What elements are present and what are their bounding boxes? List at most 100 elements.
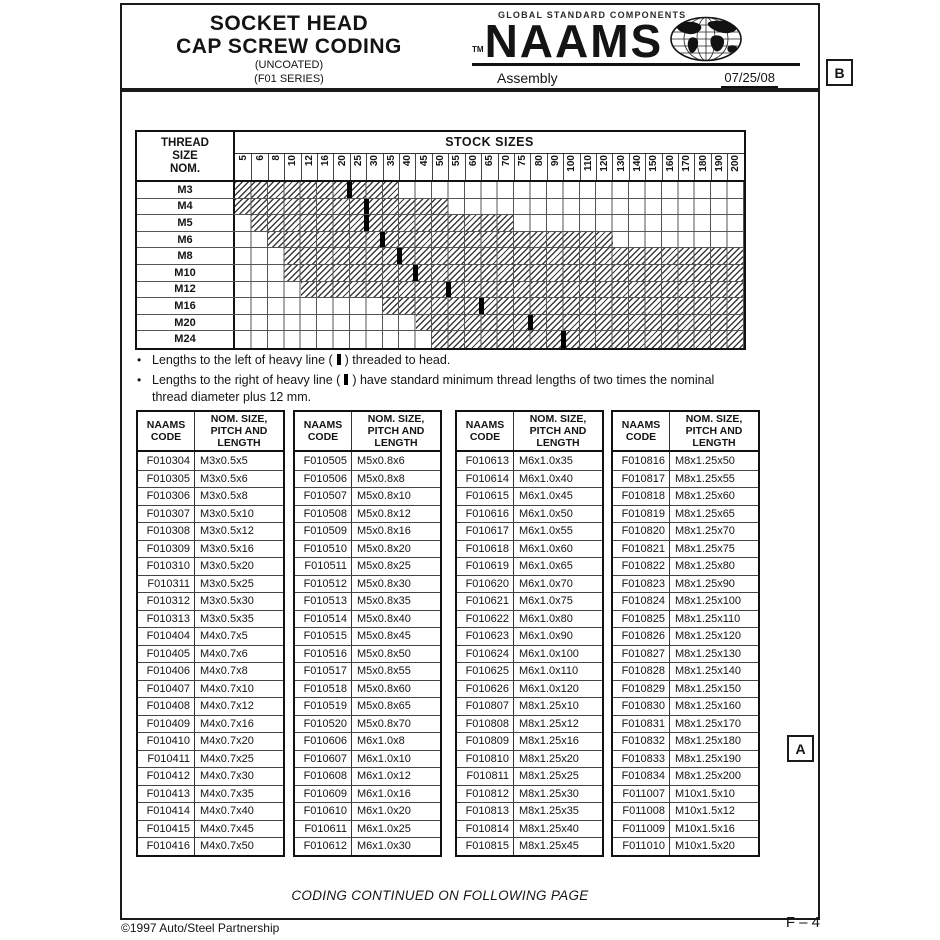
note-text: Lengths to the right of heavy line () ha… xyxy=(152,373,715,404)
size-cell: M5x0.8x70 xyxy=(357,717,411,730)
code-header-cell: NAAMS CODE xyxy=(138,412,195,450)
code-cell: F010404 xyxy=(138,628,195,645)
thread-size-header-line: NOM. xyxy=(169,162,201,175)
table-row: F010619 M6x1.0x65 xyxy=(457,557,602,575)
thread-to-head-boundary-line xyxy=(445,281,451,298)
length-col-label: 200 xyxy=(727,154,743,180)
table-row: F010305 M3x0.5x6 xyxy=(138,469,283,487)
code-cell: F010505 xyxy=(295,452,352,470)
length-col-label: 190 xyxy=(710,154,727,180)
code-header-cell: NAAMS CODE xyxy=(613,412,670,450)
table-row: F010834 M8x1.25x200 xyxy=(613,767,758,785)
table-row: F010607 M6x1.0x10 xyxy=(295,749,440,767)
column-gridlines xyxy=(235,331,744,348)
size-cell: M3x0.5x8 xyxy=(200,490,248,503)
thread-to-head-boundary-line xyxy=(413,264,419,281)
table-row: F010621 M6x1.0x75 xyxy=(457,592,602,610)
stock-sizes-title: STOCK SIZES xyxy=(235,132,744,154)
size-cell: M6x1.0x25 xyxy=(357,822,411,835)
stock-row-m16: M16 xyxy=(137,298,744,315)
code-cell: F010517 xyxy=(295,663,352,680)
size-cell: M8x1.25x35 xyxy=(519,805,579,818)
code-cell: F010313 xyxy=(138,610,195,627)
code-cell: F010518 xyxy=(295,680,352,697)
table-row: F010520 M5x0.8x70 xyxy=(295,714,440,732)
size-cell: M8x1.25x10 xyxy=(519,700,579,713)
length-col-label: 110 xyxy=(579,154,596,180)
size-cell: M3x0.5x12 xyxy=(200,525,254,538)
code-cell: F010407 xyxy=(138,680,195,697)
column-gridlines xyxy=(235,215,744,231)
table-row: F010626 M6x1.0x120 xyxy=(457,679,602,697)
table-row: F010812 M8x1.25x30 xyxy=(457,784,602,802)
code-cell: F010824 xyxy=(613,593,670,610)
table-row: F010817 M8x1.25x55 xyxy=(613,469,758,487)
length-col-label: 80 xyxy=(530,154,546,180)
table-row: F010612 M6x1.0x30 xyxy=(295,837,440,855)
size-cell: M4x0.7x8 xyxy=(200,665,248,678)
code-cell: F010811 xyxy=(457,768,514,785)
code-cell: F010611 xyxy=(295,820,352,837)
column-gridlines xyxy=(235,182,744,198)
stock-row-m5: M5 xyxy=(137,215,744,232)
size-cell: M6x1.0x16 xyxy=(357,787,411,800)
size-cell: M4x0.7x6 xyxy=(200,647,248,660)
size-cell: M6x1.0x50 xyxy=(519,507,573,520)
table-row: F011007 M10x1.5x10 xyxy=(613,784,758,802)
code-cell: F010606 xyxy=(295,733,352,750)
table-row: F010309 M3x0.5x16 xyxy=(138,539,283,557)
size-cell: M8x1.25x140 xyxy=(675,665,742,678)
code-cell: F010815 xyxy=(457,838,514,855)
table-row: F010819 M8x1.25x65 xyxy=(613,504,758,522)
column-gridlines xyxy=(235,314,744,331)
code-cell: F010812 xyxy=(457,785,514,802)
size-cell: M5x0.8x50 xyxy=(357,647,411,660)
page-number: F – 4 xyxy=(785,914,820,931)
code-cell: F010515 xyxy=(295,628,352,645)
section-label: Assembly xyxy=(497,70,558,86)
size-cell: M4x0.7x16 xyxy=(200,717,254,730)
table-row: F010514 M5x0.8x40 xyxy=(295,609,440,627)
code-cell: F010621 xyxy=(457,593,514,610)
length-col-label: 140 xyxy=(628,154,645,180)
thread-to-head-boundary-line xyxy=(363,215,369,231)
code-cell: F010826 xyxy=(613,628,670,645)
table-row: F010823 M8x1.25x90 xyxy=(613,574,758,592)
subtitle-series: (F01 SERIES) xyxy=(254,73,324,85)
table-row: F010611 M6x1.0x25 xyxy=(295,819,440,837)
table-row: F010306 M3x0.5x8 xyxy=(138,487,283,505)
zone-letter-box: A xyxy=(787,735,814,762)
table-row: F010811 M8x1.25x25 xyxy=(457,767,602,785)
code-cell: F010613 xyxy=(457,452,514,470)
code-cell: F011008 xyxy=(613,803,670,820)
length-columns-header: 5 6 8 10 12 16 20 25 30 35 40 45 50 55 60 65 70 75 80 90 100… xyxy=(235,154,744,182)
table-row: F010518 M5x0.8x60 xyxy=(295,679,440,697)
size-cell: M4x0.7x20 xyxy=(200,735,254,748)
table-row: F010414 M4x0.7x40 xyxy=(138,802,283,820)
size-cell: M5x0.8x35 xyxy=(357,595,411,608)
size-cell: M8x1.25x160 xyxy=(675,700,742,713)
length-col-label: 5 xyxy=(237,155,249,161)
table-row: F010510 M5x0.8x20 xyxy=(295,539,440,557)
thread-size-label: M5 xyxy=(137,215,235,231)
trademark-symbol: TM xyxy=(472,45,484,54)
size-cell: M8x1.25x70 xyxy=(675,525,735,538)
code-cell: F010310 xyxy=(138,558,195,575)
bullet: • xyxy=(137,353,142,367)
code-cell: F010813 xyxy=(457,803,514,820)
table-row: F010624 M6x1.0x100 xyxy=(457,644,602,662)
code-table-2: NAAMS CODE NOM. SIZE, PITCH AND LENGTH F01050… xyxy=(293,410,442,857)
table-row: F010410 M4x0.7x20 xyxy=(138,732,283,750)
code-cell: F010610 xyxy=(295,803,352,820)
code-cell: F010832 xyxy=(613,733,670,750)
code-cell: F010816 xyxy=(613,452,670,470)
size-cell: M4x0.7x35 xyxy=(200,787,254,800)
size-cell: M6x1.0x120 xyxy=(519,682,579,695)
code-cell: F010825 xyxy=(613,610,670,627)
globe-icon xyxy=(668,16,744,67)
code-cell: F010416 xyxy=(138,838,195,855)
code-cell: F010415 xyxy=(138,820,195,837)
size-cell: M8x1.25x20 xyxy=(519,752,579,765)
table-row: F011008 M10x1.5x12 xyxy=(613,802,758,820)
code-cell: F011009 xyxy=(613,820,670,837)
